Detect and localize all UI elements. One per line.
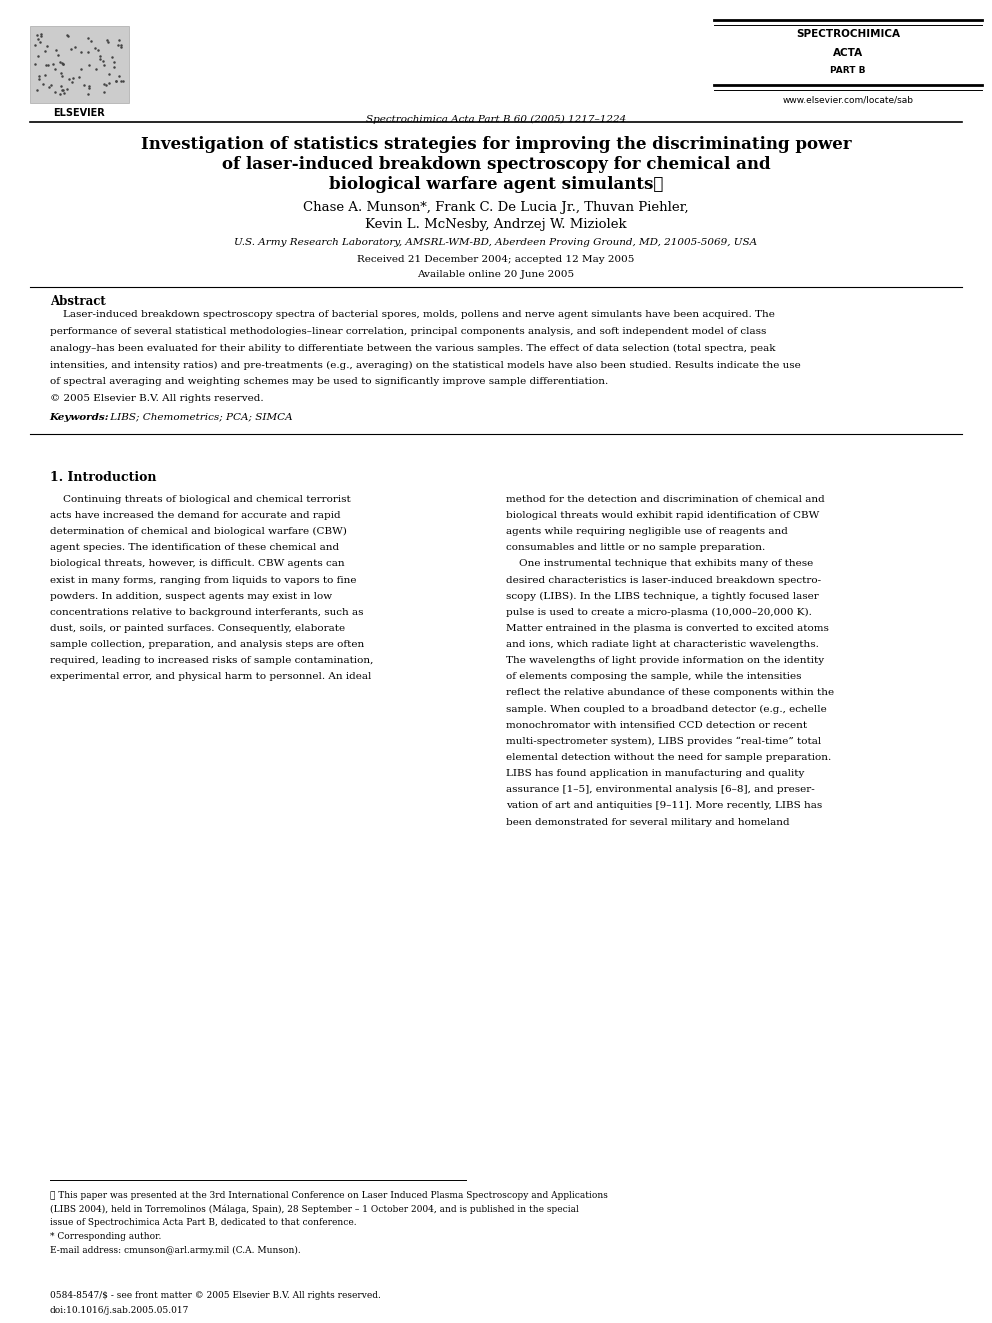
Text: Laser-induced breakdown spectroscopy spectra of bacterial spores, molds, pollens: Laser-induced breakdown spectroscopy spe… bbox=[50, 310, 775, 319]
Text: Keywords:: Keywords: bbox=[50, 413, 109, 422]
Text: method for the detection and discrimination of chemical and: method for the detection and discriminat… bbox=[506, 495, 824, 504]
Text: biological warfare agent simulants☆: biological warfare agent simulants☆ bbox=[328, 176, 664, 193]
Text: intensities, and intensity ratios) and pre-treatments (e.g., averaging) on the s: intensities, and intensity ratios) and p… bbox=[50, 360, 801, 369]
Text: sample collection, preparation, and analysis steps are often: sample collection, preparation, and anal… bbox=[50, 640, 364, 650]
Text: issue of Spectrochimica Acta Part B, dedicated to that conference.: issue of Spectrochimica Acta Part B, ded… bbox=[50, 1218, 356, 1228]
Text: monochromator with intensified CCD detection or recent: monochromator with intensified CCD detec… bbox=[506, 721, 807, 730]
Text: multi-spectrometer system), LIBS provides “real-time” total: multi-spectrometer system), LIBS provide… bbox=[506, 737, 821, 746]
Text: Spectrochimica Acta Part B 60 (2005) 1217–1224: Spectrochimica Acta Part B 60 (2005) 121… bbox=[366, 115, 626, 124]
Bar bbox=[30, 26, 129, 103]
Text: ELSEVIER: ELSEVIER bbox=[54, 108, 105, 119]
Text: www.elsevier.com/locate/sab: www.elsevier.com/locate/sab bbox=[783, 95, 914, 105]
Text: Matter entrained in the plasma is converted to excited atoms: Matter entrained in the plasma is conver… bbox=[506, 624, 828, 632]
Text: of laser-induced breakdown spectroscopy for chemical and: of laser-induced breakdown spectroscopy … bbox=[221, 156, 771, 173]
Text: ★ This paper was presented at the 3rd International Conference on Laser Induced : ★ This paper was presented at the 3rd In… bbox=[50, 1191, 607, 1200]
Text: pulse is used to create a micro-plasma (10,000–20,000 K).: pulse is used to create a micro-plasma (… bbox=[506, 607, 811, 617]
Text: Continuing threats of biological and chemical terrorist: Continuing threats of biological and che… bbox=[50, 495, 350, 504]
Text: analogy–has been evaluated for their ability to differentiate between the variou: analogy–has been evaluated for their abi… bbox=[50, 344, 775, 352]
Text: reflect the relative abundance of these components within the: reflect the relative abundance of these … bbox=[506, 688, 834, 697]
Text: determination of chemical and biological warfare (CBW): determination of chemical and biological… bbox=[50, 527, 346, 536]
Text: consumables and little or no sample preparation.: consumables and little or no sample prep… bbox=[506, 544, 765, 552]
Text: agent species. The identification of these chemical and: agent species. The identification of the… bbox=[50, 544, 338, 552]
Text: Available online 20 June 2005: Available online 20 June 2005 bbox=[418, 270, 574, 279]
Text: acts have increased the demand for accurate and rapid: acts have increased the demand for accur… bbox=[50, 511, 340, 520]
Text: biological threats would exhibit rapid identification of CBW: biological threats would exhibit rapid i… bbox=[506, 511, 819, 520]
Text: powders. In addition, suspect agents may exist in low: powders. In addition, suspect agents may… bbox=[50, 591, 331, 601]
Text: vation of art and antiquities [9–11]. More recently, LIBS has: vation of art and antiquities [9–11]. Mo… bbox=[506, 802, 822, 811]
Text: of elements composing the sample, while the intensities: of elements composing the sample, while … bbox=[506, 672, 802, 681]
Text: and ions, which radiate light at characteristic wavelengths.: and ions, which radiate light at charact… bbox=[506, 640, 818, 650]
Text: Chase A. Munson*, Frank C. De Lucia Jr., Thuvan Piehler,: Chase A. Munson*, Frank C. De Lucia Jr.,… bbox=[304, 201, 688, 214]
Text: experimental error, and physical harm to personnel. An ideal: experimental error, and physical harm to… bbox=[50, 672, 371, 681]
Text: One instrumental technique that exhibits many of these: One instrumental technique that exhibits… bbox=[506, 560, 813, 569]
Text: U.S. Army Research Laboratory, AMSRL-WM-BD, Aberdeen Proving Ground, MD, 21005-5: U.S. Army Research Laboratory, AMSRL-WM-… bbox=[234, 238, 758, 247]
Text: exist in many forms, ranging from liquids to vapors to fine: exist in many forms, ranging from liquid… bbox=[50, 576, 356, 585]
Text: scopy (LIBS). In the LIBS technique, a tightly focused laser: scopy (LIBS). In the LIBS technique, a t… bbox=[506, 591, 818, 601]
Text: © 2005 Elsevier B.V. All rights reserved.: © 2005 Elsevier B.V. All rights reserved… bbox=[50, 394, 263, 404]
Text: The wavelengths of light provide information on the identity: The wavelengths of light provide informa… bbox=[506, 656, 824, 665]
Text: of spectral averaging and weighting schemes may be used to significantly improve: of spectral averaging and weighting sche… bbox=[50, 377, 608, 386]
Text: LIBS; Chemometrics; PCA; SIMCA: LIBS; Chemometrics; PCA; SIMCA bbox=[107, 413, 293, 422]
Text: concentrations relative to background interferants, such as: concentrations relative to background in… bbox=[50, 607, 363, 617]
Text: 0584-8547/$ - see front matter © 2005 Elsevier B.V. All rights reserved.: 0584-8547/$ - see front matter © 2005 El… bbox=[50, 1291, 381, 1301]
Text: Kevin L. McNesby, Andrzej W. Miziolek: Kevin L. McNesby, Andrzej W. Miziolek bbox=[365, 218, 627, 232]
Text: required, leading to increased risks of sample contamination,: required, leading to increased risks of … bbox=[50, 656, 373, 665]
Text: Abstract: Abstract bbox=[50, 295, 105, 308]
Text: performance of several statistical methodologies–linear correlation, principal c: performance of several statistical metho… bbox=[50, 327, 766, 336]
Text: dust, soils, or painted surfaces. Consequently, elaborate: dust, soils, or painted surfaces. Conseq… bbox=[50, 624, 345, 632]
Text: assurance [1–5], environmental analysis [6–8], and preser-: assurance [1–5], environmental analysis … bbox=[506, 786, 814, 794]
Text: (LIBS 2004), held in Torremolinos (Málaga, Spain), 28 September – 1 October 2004: (LIBS 2004), held in Torremolinos (Málag… bbox=[50, 1204, 578, 1215]
Text: been demonstrated for several military and homeland: been demonstrated for several military a… bbox=[506, 818, 790, 827]
Text: elemental detection without the need for sample preparation.: elemental detection without the need for… bbox=[506, 753, 831, 762]
Text: ACTA: ACTA bbox=[833, 48, 863, 58]
Text: doi:10.1016/j.sab.2005.05.017: doi:10.1016/j.sab.2005.05.017 bbox=[50, 1306, 188, 1315]
Text: Investigation of statistics strategies for improving the discriminating power: Investigation of statistics strategies f… bbox=[141, 136, 851, 153]
Text: SPECTROCHIMICA: SPECTROCHIMICA bbox=[797, 29, 900, 40]
Text: agents while requiring negligible use of reagents and: agents while requiring negligible use of… bbox=[506, 527, 788, 536]
Text: biological threats, however, is difficult. CBW agents can: biological threats, however, is difficul… bbox=[50, 560, 344, 569]
Text: * Corresponding author.: * Corresponding author. bbox=[50, 1233, 161, 1241]
Text: PART B: PART B bbox=[830, 66, 866, 75]
Text: desired characteristics is laser-induced breakdown spectro-: desired characteristics is laser-induced… bbox=[506, 576, 821, 585]
Text: LIBS has found application in manufacturing and quality: LIBS has found application in manufactur… bbox=[506, 769, 805, 778]
Text: Received 21 December 2004; accepted 12 May 2005: Received 21 December 2004; accepted 12 M… bbox=[357, 255, 635, 265]
Text: sample. When coupled to a broadband detector (e.g., echelle: sample. When coupled to a broadband dete… bbox=[506, 705, 826, 713]
Text: E-mail address: cmunson@arl.army.mil (C.A. Munson).: E-mail address: cmunson@arl.army.mil (C.… bbox=[50, 1246, 301, 1256]
Text: 1. Introduction: 1. Introduction bbox=[50, 471, 156, 484]
